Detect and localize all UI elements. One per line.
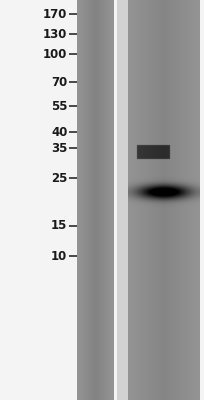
- Text: 25: 25: [51, 172, 67, 184]
- Text: 100: 100: [43, 48, 67, 60]
- Text: 35: 35: [51, 142, 67, 154]
- Text: 170: 170: [43, 8, 67, 20]
- Text: 130: 130: [43, 28, 67, 40]
- Text: 70: 70: [51, 76, 67, 88]
- Text: 55: 55: [51, 100, 67, 112]
- Text: 40: 40: [51, 126, 67, 138]
- Text: 15: 15: [51, 220, 67, 232]
- Text: 10: 10: [51, 250, 67, 262]
